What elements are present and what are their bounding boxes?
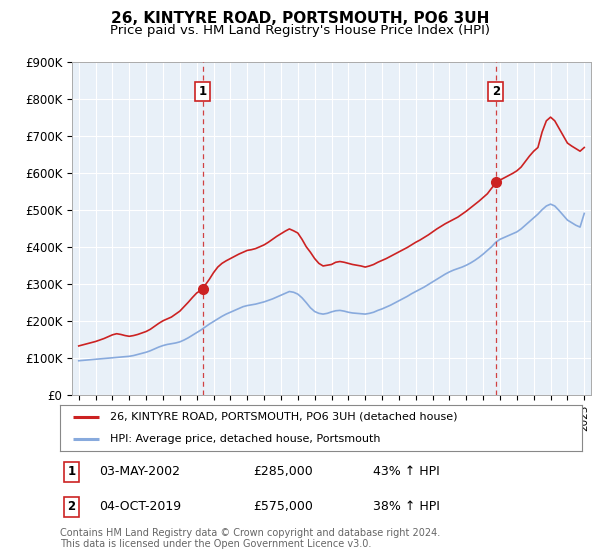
Text: 2: 2 [67,500,76,514]
Text: HPI: Average price, detached house, Portsmouth: HPI: Average price, detached house, Port… [110,434,380,444]
Text: 43% ↑ HPI: 43% ↑ HPI [373,465,440,478]
Text: £285,000: £285,000 [253,465,313,478]
Text: 26, KINTYRE ROAD, PORTSMOUTH, PO6 3UH (detached house): 26, KINTYRE ROAD, PORTSMOUTH, PO6 3UH (d… [110,412,457,422]
Text: 03-MAY-2002: 03-MAY-2002 [99,465,180,478]
Text: 1: 1 [67,465,76,478]
Text: 04-OCT-2019: 04-OCT-2019 [99,500,181,514]
Text: 26, KINTYRE ROAD, PORTSMOUTH, PO6 3UH: 26, KINTYRE ROAD, PORTSMOUTH, PO6 3UH [111,11,489,26]
Text: 2: 2 [492,85,500,98]
Text: 38% ↑ HPI: 38% ↑ HPI [373,500,440,514]
Text: £575,000: £575,000 [253,500,313,514]
Text: Contains HM Land Registry data © Crown copyright and database right 2024.
This d: Contains HM Land Registry data © Crown c… [60,528,440,549]
Text: 1: 1 [199,85,206,98]
Text: Price paid vs. HM Land Registry's House Price Index (HPI): Price paid vs. HM Land Registry's House … [110,24,490,36]
